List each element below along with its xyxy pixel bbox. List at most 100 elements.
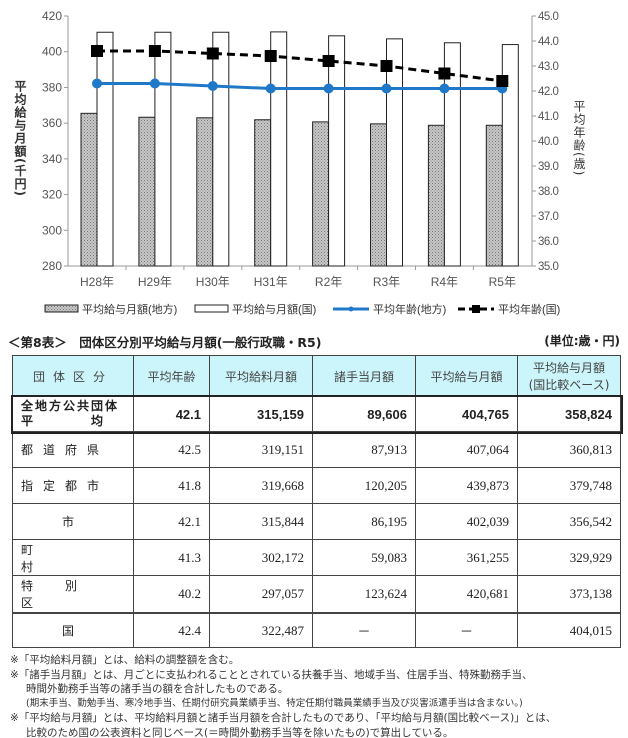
cell: 42.1: [133, 396, 210, 432]
x-tick-label: R3年: [373, 275, 400, 289]
bar-local-salary: [312, 121, 330, 267]
table-row-national: 国 42.4 322,487 － － 404,015: [12, 613, 621, 648]
y2-axis-title: 平均年齢(歳): [572, 100, 586, 177]
cell: 41.3: [133, 539, 210, 576]
x-tick-label: R4年: [431, 275, 458, 289]
x-tick-label: R2年: [315, 275, 342, 289]
header-cell: 平均給与月額: [415, 355, 518, 397]
y-tick-label: 340: [42, 152, 62, 166]
bar-local-salary: [196, 117, 214, 267]
point-local-age: [149, 78, 160, 89]
bar-national-salary: [154, 31, 172, 267]
legend-label: 平均年齢(国): [498, 302, 560, 316]
row-label: 全地方公共団体平 均: [12, 396, 134, 432]
cell: 361,255: [415, 539, 518, 576]
table-row: 都道府県 42.5 319,151 87,913 407,064 360,813: [12, 431, 621, 468]
bar-local-salary: [138, 116, 156, 267]
row-label-line: 平 均: [21, 414, 106, 428]
y-tick-label: 320: [42, 188, 62, 202]
header-line: (国比較ベース): [528, 378, 610, 392]
footnotes: ※「平均給料月額」とは、給料の調整額を含む。 ※「諸手当月額」とは、月ごとに支払…: [10, 653, 556, 738]
row-label: 特 別 区: [12, 575, 134, 613]
x-tick-label: H29年: [138, 275, 172, 289]
bar-national-salary: [212, 31, 230, 267]
cell: 315,159: [209, 396, 313, 432]
cell: 319,151: [209, 431, 313, 468]
table-row: 町 村 41.3 302,172 59,083 361,255 329,929: [12, 539, 621, 576]
row-label-line: 全地方公共団体: [21, 399, 120, 413]
y2-tick-label: 43.0: [538, 61, 558, 73]
cell: 40.2: [133, 575, 210, 613]
row-label: 町 村: [12, 539, 134, 576]
x-tick-label: R5年: [489, 275, 516, 289]
bar-local-salary: [427, 124, 445, 267]
point-national-age: [91, 45, 103, 57]
cell: 297,057: [209, 575, 313, 613]
cell: 42.4: [133, 613, 210, 648]
header-cell: 平均年齢: [133, 355, 210, 397]
cell: 439,873: [415, 467, 518, 504]
bar-local-salary: [80, 112, 98, 267]
note: ※「諸手当月額」とは、月ごとに支払われることとされている扶養手当、地域手当、住居…: [10, 668, 533, 681]
cell: 404,015: [517, 613, 621, 648]
bar-national-salary: [270, 31, 288, 267]
cell: 87,913: [312, 431, 416, 468]
point-local-age: [323, 83, 334, 94]
point-national-age: [322, 55, 335, 67]
cell: －: [312, 613, 416, 648]
row-label: 国: [12, 613, 134, 648]
header-cell: 平均給与月額 (国比較ベース): [517, 355, 621, 397]
legend-marker: [472, 305, 480, 313]
y2-tick-label: 40.0: [538, 136, 558, 148]
point-local-age: [439, 83, 450, 94]
cell: －: [415, 613, 518, 648]
bar-national-salary: [386, 38, 403, 267]
chart: 280 300 320 340 360 380 400 420 35.0 36.0 37.0 38.0…: [42, 9, 560, 316]
y2-tick-label: 41.0: [538, 111, 558, 123]
y2-tick-label: 39.0: [538, 161, 558, 173]
bar-local-salary: [254, 119, 272, 267]
y2-tick-label: 35.0: [538, 261, 558, 273]
header-cell: 平均給料月額: [209, 355, 313, 397]
y2-tick-label: 37.0: [538, 211, 558, 223]
cell: 86,195: [312, 503, 416, 540]
point-local-age: [207, 81, 218, 91]
y-tick-label: 300: [42, 223, 62, 237]
national-table: 国 42.4 322,487 － － 404,015: [12, 613, 621, 648]
row-label: 市: [12, 503, 134, 540]
y-tick-label: 280: [42, 259, 62, 273]
table-title: ＜第8表＞ 団体区分別平均給与月額(一般行政職・R5): [8, 335, 322, 350]
table-row-total: 全地方公共団体平 均 42.1 315,159 89,606 404,765 3…: [10, 394, 623, 434]
y2-tick-label: 42.0: [538, 86, 558, 98]
note: 比較のため国の公表資料と同じベース(＝時間外勤務手当等を除いたもの)で算出してい…: [26, 726, 454, 738]
header-cell: 諸手当月額: [312, 355, 416, 397]
point-local-age: [381, 83, 392, 94]
bar-national-salary: [501, 44, 519, 267]
header-line: 平均給与月額: [532, 361, 605, 375]
point-national-age: [264, 50, 277, 62]
y2-tick-label: 45.0: [538, 11, 558, 23]
legend-label: 平均給与月額(国): [232, 302, 316, 316]
row-label: 都道府県: [12, 431, 134, 468]
cell: 402,039: [415, 503, 518, 540]
table-row: 指定都市 41.8 319,668 120,205 439,873 379,748: [12, 467, 621, 504]
cell: 360,813: [517, 431, 621, 468]
y2-tick-label: 44.0: [538, 36, 558, 48]
bar-national-salary: [443, 42, 461, 267]
y2-tick-label: 36.0: [538, 236, 558, 248]
line-national-age: [97, 49, 503, 83]
legend-label: 平均給与月額(地方): [82, 302, 177, 316]
y2-tick-label: 38.0: [538, 186, 558, 198]
row-label: 指定都市: [12, 467, 134, 504]
table-row: 特 別 区 40.2 297,057 123,624 420,681 373,138: [12, 575, 621, 613]
legend-swatch: [194, 304, 229, 313]
cell: 42.1: [133, 503, 210, 540]
cell: 356,542: [517, 503, 621, 540]
note: ※「平均給与月額」とは、平均給料月額と諸手当月額を合計したものであり、「平均給与…: [10, 712, 557, 724]
note: (期末手当、勤勉手当、寒冷地手当、任期付研究員業績手当、特定任期付職員業績手当及…: [26, 697, 523, 709]
y-tick-label: 420: [42, 9, 62, 23]
table-header-row: 団体区分 平均年齢 平均給料月額 諸手当月額 平均給与月額 平均給与月額 (国比較…: [12, 355, 621, 397]
y-tick-label: 380: [42, 80, 62, 94]
y-tick-label: 360: [42, 116, 62, 130]
